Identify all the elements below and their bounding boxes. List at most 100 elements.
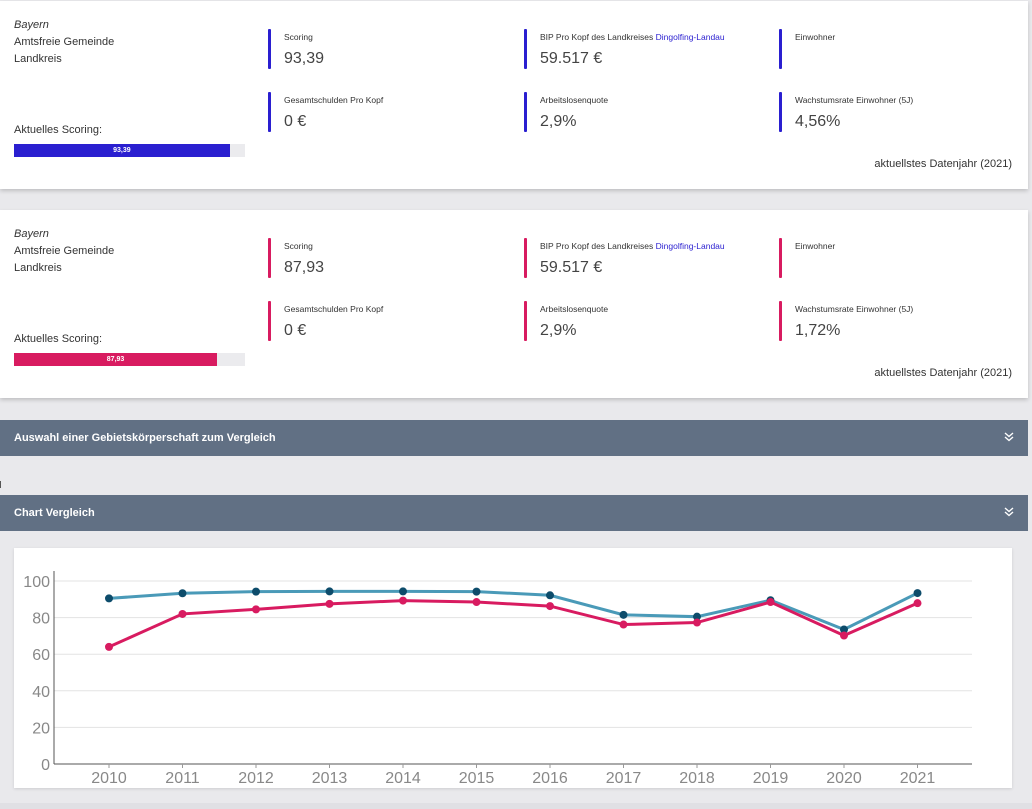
metric-label-text: BIP Pro Kopf des Landkreises [540, 32, 654, 42]
current-scoring-label: Aktuelles Scoring: [14, 333, 103, 345]
y-tick-label: 60 [32, 647, 50, 664]
district-link[interactable]: Dingolfing-Landau [655, 32, 725, 42]
series-2-point [399, 596, 407, 605]
metric-value: 59.517 € [540, 50, 603, 67]
x-tick-label: 2020 [826, 770, 862, 787]
metric-value: 59.517 € [540, 259, 603, 276]
metric-label: Gesamtschulden Pro Kopf [284, 95, 384, 105]
series-line-1 [108, 589, 919, 632]
bottom-divider [0, 803, 1032, 809]
series-2-point [693, 618, 701, 627]
series-1-point [399, 587, 407, 596]
chevron-double-down-icon[interactable] [1004, 495, 1014, 531]
series-1-point [913, 589, 922, 598]
municipality-card-1: Bayern Amtsfreie Gemeinde Landkreis Aktu… [0, 1, 1028, 189]
state-name: Bayern [14, 228, 49, 240]
metric-label: BIP Pro Kopf des Landkreises Dingolfing-… [540, 241, 725, 252]
comparison-selection-header[interactable]: Auswahl einer Gebietskörperschaft zum Ve… [0, 420, 1028, 456]
chart-comparison-header[interactable]: Chart Vergleich [0, 495, 1028, 531]
location-info: Bayern Amtsfreie Gemeinde Landkreis [14, 17, 114, 68]
series-2-point [619, 620, 628, 629]
series-2-point [252, 605, 260, 614]
divider-mark [0, 481, 1, 488]
metric-label: Scoring [284, 32, 313, 42]
district-kind: Landkreis [14, 53, 62, 65]
x-tick-label: 2011 [165, 770, 200, 787]
x-tick-label: 2019 [753, 770, 789, 787]
series-1-point [325, 587, 334, 596]
x-tick-label: 2021 [900, 770, 936, 787]
metric-value: 0 € [284, 322, 307, 339]
scoring-bar: 93,39 [14, 144, 245, 157]
metric-bip: BIP Pro Kopf des Landkreises Dingolfing-… [524, 238, 725, 278]
x-tick-label: 2017 [606, 770, 642, 787]
series-1-point [178, 589, 187, 598]
x-tick-label: 2014 [385, 770, 421, 787]
metric-scoring: Scoring 87,93 [268, 238, 324, 278]
location-info: Bayern Amtsfreie Gemeinde Landkreis [14, 226, 114, 277]
series-1-point [840, 625, 848, 634]
metric-arbeitslosen: Arbeitslosenquote 2,9% [524, 92, 608, 132]
metric-value: 4,56% [795, 113, 841, 130]
metric-label: Arbeitslosenquote [540, 304, 609, 314]
y-tick-label: 40 [32, 684, 50, 701]
metric-label: Einwohner [795, 241, 836, 251]
scoring-bar-fill: 87,93 [14, 353, 218, 366]
series-1-point [252, 587, 260, 596]
series-line-2 [108, 599, 919, 649]
x-tick-label: 2018 [679, 770, 715, 787]
chevron-double-down-icon[interactable] [1004, 420, 1014, 456]
panel-title: Chart Vergleich [14, 507, 95, 519]
metric-value: 2,9% [540, 322, 577, 339]
current-scoring-label: Aktuelles Scoring: [14, 124, 103, 136]
series-2-point [105, 642, 113, 651]
metric-einwohner: Einwohner [779, 29, 835, 69]
metric-schulden: Gesamtschulden Pro Kopf 0 € [268, 92, 383, 132]
line-chart: 0 20 40 60 80 100 2010 2011 2012 2013 2014 2015 2016… [23, 571, 972, 787]
metric-wachstum: Wachstumsrate Einwohner (5J) 4,56% [779, 92, 913, 132]
comparison-chart: 0 20 40 60 80 100 2010 2011 2012 2013 2014 2015 2016… [14, 548, 1012, 788]
panel-title: Auswahl einer Gebietskörperschaft zum Ve… [14, 432, 276, 444]
metric-value: 93,39 [284, 50, 325, 67]
metric-arbeitslosen: Arbeitslosenquote 2,9% [524, 301, 608, 341]
y-tick-label: 100 [23, 574, 50, 591]
y-tick-label: 80 [32, 611, 50, 628]
metric-label: Einwohner [795, 32, 836, 42]
scoring-bar: 87,93 [14, 353, 245, 366]
state-name: Bayern [14, 19, 49, 31]
metric-bip: BIP Pro Kopf des Landkreises Dingolfing-… [524, 29, 725, 69]
series-2-point [325, 599, 334, 608]
metric-label: Arbeitslosenquote [540, 95, 609, 105]
metric-schulden: Gesamtschulden Pro Kopf 0 € [268, 301, 383, 341]
metric-einwohner: Einwohner [779, 238, 835, 278]
district-link[interactable]: Dingolfing-Landau [655, 241, 725, 251]
metric-label: Gesamtschulden Pro Kopf [284, 304, 384, 314]
series-2-point [472, 598, 481, 607]
municipality-type: Amtsfreie Gemeinde [14, 36, 115, 48]
x-tick-label: 2013 [312, 770, 348, 787]
series-2-point [913, 599, 922, 608]
district-kind: Landkreis [14, 262, 62, 274]
metric-label: Wachstumsrate Einwohner (5J) [795, 304, 914, 314]
metric-label: Wachstumsrate Einwohner (5J) [795, 95, 914, 105]
series-2-point [178, 609, 187, 618]
metric-value: 1,72% [795, 322, 841, 339]
y-tick-label: 20 [32, 720, 50, 737]
series-2-point [766, 598, 775, 607]
data-year-note: aktuellstes Datenjahr (2021) [874, 158, 1012, 170]
x-tick-label: 2016 [532, 770, 568, 787]
metric-value: 2,9% [540, 113, 577, 130]
metric-scoring: Scoring 93,39 [268, 29, 324, 69]
x-tick-label: 2012 [238, 770, 274, 787]
y-tick-label: 0 [41, 757, 50, 774]
data-year-note: aktuellstes Datenjahr (2021) [874, 367, 1012, 379]
metric-label-text: BIP Pro Kopf des Landkreises [540, 241, 654, 251]
metric-label: BIP Pro Kopf des Landkreises Dingolfing-… [540, 32, 725, 43]
series-1-point [693, 612, 701, 621]
municipality-type: Amtsfreie Gemeinde [14, 245, 115, 257]
x-tick-label: 2015 [459, 770, 495, 787]
series-2-point [840, 631, 848, 640]
series-1-point [472, 587, 481, 596]
metric-label: Scoring [284, 241, 313, 251]
metric-value: 0 € [284, 113, 307, 130]
